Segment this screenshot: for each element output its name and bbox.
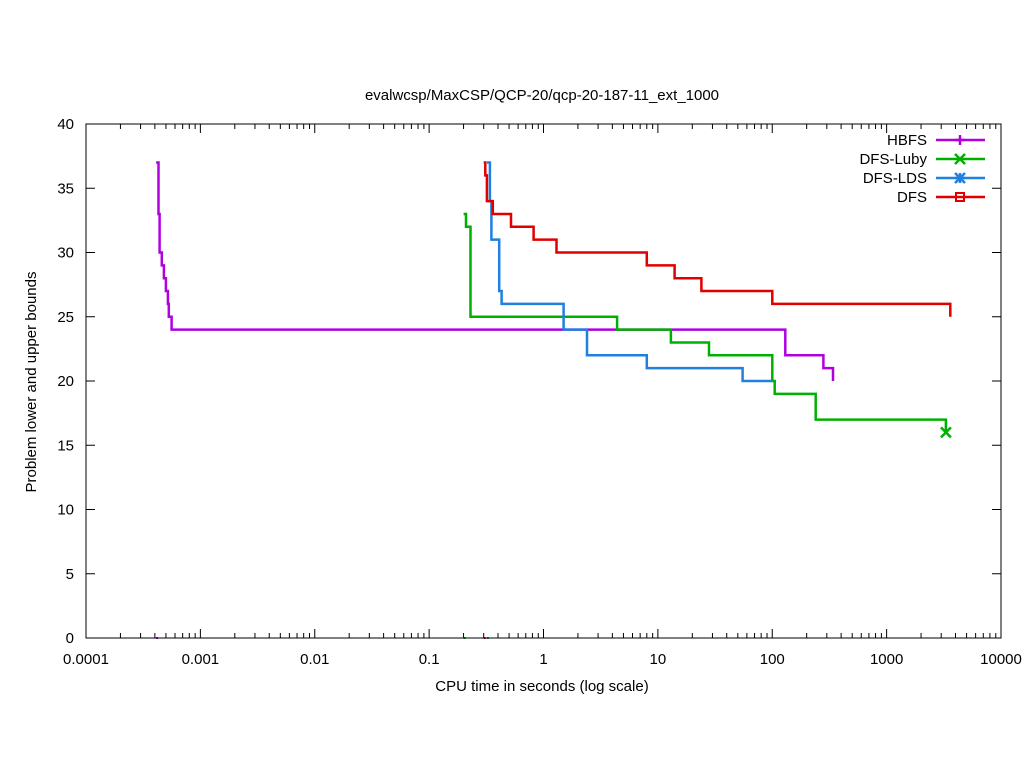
legend-marker-dfs-lds bbox=[954, 172, 966, 184]
legend-marker-dfs-luby bbox=[954, 153, 966, 165]
x-tick-label: 1000 bbox=[870, 651, 903, 668]
legend-marker-hbfs bbox=[955, 135, 965, 145]
legend-marker-dfs bbox=[955, 192, 965, 202]
chart-title: evalwcsp/MaxCSP/QCP-20/qcp-20-187-11_ext… bbox=[365, 87, 719, 104]
x-tick-label: 100 bbox=[760, 651, 785, 668]
x-tick-labels: 0.0001 0.001 0.01 0.1 1 10 100 1000 10000 bbox=[63, 651, 1022, 668]
x-tick-label: 0.01 bbox=[300, 651, 329, 668]
y-tick-label: 20 bbox=[57, 373, 74, 390]
y-tick-label: 35 bbox=[57, 180, 74, 197]
legend-label-hbfs: HBFS bbox=[887, 132, 927, 149]
x-tick-label: 10 bbox=[650, 651, 667, 668]
series-line-dfs bbox=[483, 161, 952, 317]
plot-frame bbox=[85, 123, 1002, 639]
x-axis-label: CPU time in seconds (log scale) bbox=[435, 678, 648, 695]
x-tick-label: 0.001 bbox=[182, 651, 220, 668]
x-tick-label: 0.1 bbox=[419, 651, 440, 668]
y-tick-label: 30 bbox=[57, 245, 74, 262]
x-tick-label: 10000 bbox=[980, 651, 1022, 668]
legend-label-dfs-lds: DFS-LDS bbox=[863, 170, 927, 187]
y-tick-label: 40 bbox=[57, 116, 74, 133]
y-axis-label: Problem lower and upper bounds bbox=[23, 272, 40, 493]
y-tick-label: 0 bbox=[66, 630, 74, 647]
series-line-hbfs bbox=[156, 161, 835, 381]
x-tick-label: 1 bbox=[539, 651, 547, 668]
y-tick-label: 15 bbox=[57, 437, 74, 454]
y-tick-label: 10 bbox=[57, 502, 74, 519]
series-layer bbox=[156, 161, 952, 639]
end-marker-dfs-luby bbox=[940, 426, 952, 439]
x-tick-label: 0.0001 bbox=[63, 651, 109, 668]
series-line-dfs-luby bbox=[463, 212, 948, 433]
y-tick-label: 5 bbox=[66, 566, 74, 583]
y-tick-labels: 0 5 10 15 20 25 30 35 40 bbox=[57, 116, 74, 647]
legend-label-dfs: DFS bbox=[897, 189, 927, 206]
legend-label-dfs-luby: DFS-Luby bbox=[859, 151, 927, 168]
y-tick-label: 25 bbox=[57, 309, 74, 326]
legend: HBFS DFS-Luby DFS-LDS DFS bbox=[859, 132, 985, 206]
